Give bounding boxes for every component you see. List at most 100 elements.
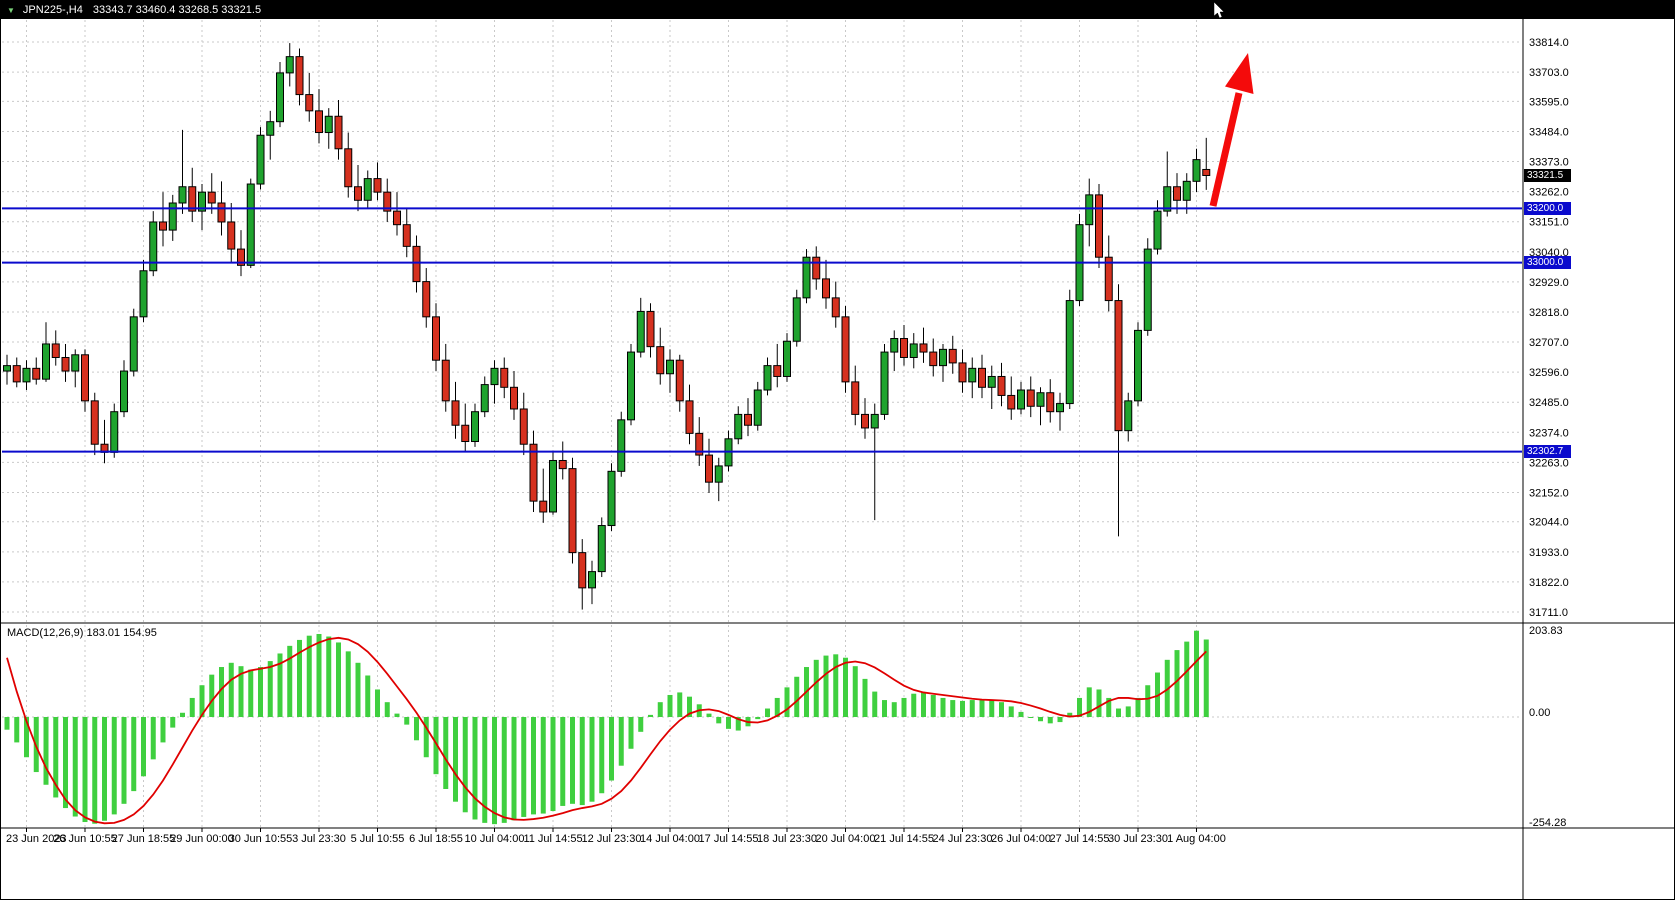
candle-body-bull xyxy=(666,359,674,375)
time-axis-label: 23 Jun 2023 xyxy=(6,833,67,845)
candle-body-bull xyxy=(1036,392,1045,407)
candle-body-bear xyxy=(159,221,167,231)
price-axis[interactable]: 33814.0 33703.0 33595.0 33484.0 33373.0 33262… xyxy=(1529,37,1569,619)
macd-histogram-bar xyxy=(72,717,78,817)
macd-histogram-bar xyxy=(735,717,741,731)
candle-body-bull xyxy=(246,183,255,266)
macd-histogram-bar xyxy=(774,697,780,717)
trend-arrow-shaft[interactable] xyxy=(1209,92,1243,207)
price-axis-label: 32485.0 xyxy=(1529,397,1569,409)
candle-body-bear xyxy=(383,191,392,212)
candle-body-bull xyxy=(890,338,899,353)
macd-histogram xyxy=(4,630,1209,825)
time-axis-label: 27 Jul 14:55 xyxy=(1050,833,1110,845)
macd-histogram-bar xyxy=(755,717,761,720)
macd-histogram-bar xyxy=(482,717,488,823)
macd-histogram-bar xyxy=(589,717,595,802)
macd-histogram-bar xyxy=(1047,717,1053,724)
candle-body-bull xyxy=(1056,403,1064,413)
horizontal-line-objects[interactable] xyxy=(2,207,1522,453)
macd-histogram-bar xyxy=(228,662,234,717)
candle-body-bear xyxy=(334,115,343,150)
macd-histogram-bar xyxy=(1028,717,1034,718)
macd-histogram-bar xyxy=(531,717,536,815)
macd-histogram-bar xyxy=(1038,717,1043,722)
macd-histogram-bar xyxy=(1096,689,1102,717)
macd-histogram-bar xyxy=(1057,717,1063,723)
macd-histogram-bar xyxy=(345,651,351,717)
macd-histogram-bar xyxy=(160,717,166,743)
candle-body-bear xyxy=(227,221,236,250)
candle-body-bear xyxy=(529,443,538,502)
candle-body-bull xyxy=(636,310,645,353)
macd-histogram-bar xyxy=(677,692,683,717)
macd-histogram-bar xyxy=(1116,708,1121,717)
time-axis-label: 21 Jul 14:55 xyxy=(874,833,934,845)
candle-body-bear xyxy=(237,248,245,266)
candle-body-bear xyxy=(1046,392,1055,413)
mouse-cursor-icon xyxy=(1213,1,1225,19)
candle-body-bear xyxy=(295,56,304,96)
candle-body-bull xyxy=(1153,210,1162,250)
time-axis-label: 26 Jul 04:00 xyxy=(991,833,1051,845)
macd-histogram-bar xyxy=(560,717,566,806)
hline-price-tag-33200[interactable]: 33200.0 xyxy=(1524,201,1571,215)
macd-histogram-bar xyxy=(570,717,575,804)
trend-arrow-annotation[interactable] xyxy=(1209,53,1254,207)
candle-body-bull xyxy=(549,459,557,513)
hline-price-tag-32302[interactable]: 32302.7 xyxy=(1524,445,1571,459)
candle-body-bull xyxy=(120,370,128,413)
price-axis-label: 33040.0 xyxy=(1529,247,1569,259)
hline-price-tag-33000[interactable]: 33000.0 xyxy=(1524,256,1571,270)
macd-histogram-bar xyxy=(1008,706,1014,717)
price-axis-label: 32596.0 xyxy=(1529,367,1569,379)
candle-body-bull xyxy=(1124,400,1133,432)
candle-body-bull xyxy=(968,367,977,383)
candle-body-bull xyxy=(139,270,148,318)
macd-histogram-bar xyxy=(82,717,88,823)
candle-body-bear xyxy=(1173,186,1181,201)
candle-body-bear xyxy=(510,386,518,410)
macd-histogram-bar xyxy=(599,717,605,794)
candle-body-bull xyxy=(734,413,743,440)
macd-histogram-bar xyxy=(189,697,195,717)
candle-body-bear xyxy=(207,191,216,204)
trend-arrow-head[interactable] xyxy=(1225,53,1254,94)
macd-histogram-bar xyxy=(238,666,244,717)
candle-body-bear xyxy=(685,400,694,434)
price-axis-label: 32929.0 xyxy=(1529,277,1569,289)
macd-histogram-bar xyxy=(1106,697,1112,717)
candle-body-bear xyxy=(32,367,41,380)
candle-body-bull xyxy=(1134,329,1142,402)
time-axis-label: 14 Jul 04:00 xyxy=(640,833,700,845)
macd-histogram-bar xyxy=(618,717,624,766)
macd-histogram-bar xyxy=(950,700,956,717)
macd-signal-line xyxy=(6,636,1207,825)
macd-histogram-bar xyxy=(852,666,858,717)
symbol-dropdown-icon[interactable]: ▼ xyxy=(7,5,15,15)
candle-body-bull xyxy=(1182,180,1191,201)
candle-body-bear xyxy=(744,413,752,426)
symbol-timeframe-label: JPN225-,H4 xyxy=(22,4,83,16)
macd-histogram-bar xyxy=(131,717,137,792)
macd-histogram-bar xyxy=(891,702,897,717)
candle-body-bear xyxy=(1202,168,1211,176)
candle-body-bull xyxy=(792,297,801,342)
macd-histogram-bar xyxy=(726,717,731,729)
candle-body-bear xyxy=(656,346,665,375)
macd-histogram-bar xyxy=(4,717,10,730)
candle-body-bull xyxy=(607,470,616,527)
candle-body-bear xyxy=(997,375,1006,396)
time-axis-label: 27 Jun 18:55 xyxy=(112,833,176,845)
macd-histogram-bar xyxy=(1184,641,1190,717)
macd-histogram-bar xyxy=(297,639,302,717)
candle-body-bear xyxy=(402,224,411,247)
macd-histogram-bar xyxy=(394,713,400,717)
candle-body-bull xyxy=(1085,194,1094,226)
candle-body-bull xyxy=(783,340,791,377)
macd-histogram-bar xyxy=(355,662,361,717)
macd-values-text: 183.01 154.95 xyxy=(86,627,157,639)
candle-body-bear xyxy=(51,343,60,358)
